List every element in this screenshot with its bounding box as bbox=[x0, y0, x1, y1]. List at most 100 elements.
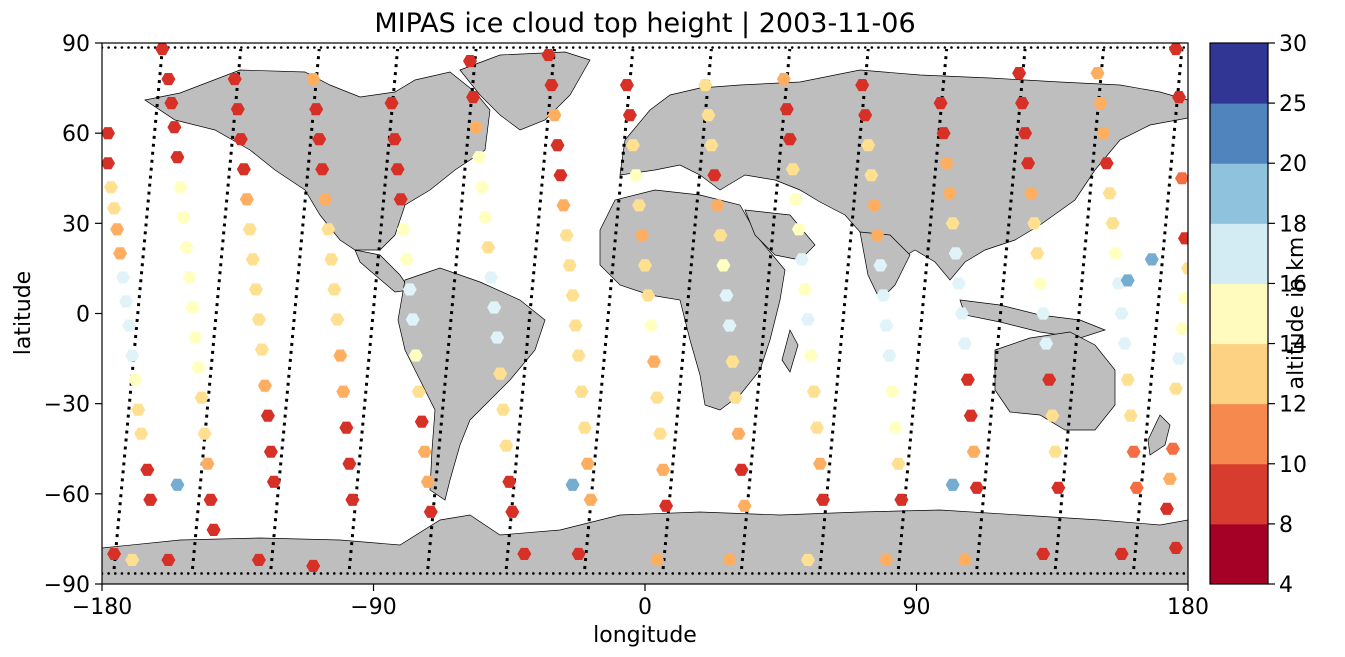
cloud-point bbox=[719, 289, 734, 302]
pole-dot bbox=[857, 572, 860, 575]
cloud-point bbox=[782, 133, 797, 146]
pole-dot bbox=[1089, 46, 1093, 49]
cloud-point bbox=[963, 409, 978, 422]
cloud-point bbox=[230, 103, 245, 116]
pole-dot bbox=[259, 572, 263, 575]
pole-dot bbox=[890, 572, 894, 575]
cloud-point bbox=[321, 223, 336, 236]
pole-dot bbox=[1096, 572, 1099, 575]
pole-dot bbox=[1175, 572, 1179, 575]
cloud-point bbox=[203, 493, 218, 506]
pole-dot bbox=[246, 46, 250, 49]
pole-dot bbox=[1102, 46, 1106, 49]
cloud-point bbox=[1165, 442, 1180, 455]
cloud-point bbox=[342, 457, 357, 470]
pole-dot bbox=[857, 46, 860, 49]
pole-dot bbox=[837, 572, 840, 575]
cloud-point bbox=[1178, 292, 1188, 305]
pole-dot bbox=[299, 572, 303, 575]
pole-dot bbox=[970, 46, 973, 49]
cloud-point bbox=[104, 181, 118, 194]
y-tick-label: −90 bbox=[44, 573, 90, 598]
cloud-point bbox=[110, 223, 125, 236]
cloud-point bbox=[1051, 481, 1066, 494]
pole-dot bbox=[485, 572, 489, 575]
cloud-point bbox=[957, 553, 972, 566]
pole-dot bbox=[439, 46, 442, 49]
pole-dot bbox=[465, 46, 469, 49]
cloud-point bbox=[816, 493, 830, 506]
colorbar-frame bbox=[1209, 42, 1269, 585]
x-axis-ticks: −180 −90 0 90 180 bbox=[72, 584, 1209, 620]
pole-dot bbox=[445, 572, 449, 575]
pole-dot bbox=[930, 572, 933, 575]
colorbar-bin bbox=[1210, 223, 1268, 284]
pole-dot bbox=[1102, 572, 1106, 575]
colorbar-bin bbox=[1210, 43, 1268, 104]
pole-dot bbox=[797, 572, 801, 575]
pole-dot bbox=[273, 572, 276, 575]
cloud-point bbox=[710, 199, 725, 212]
pole-dot bbox=[571, 46, 575, 49]
pole-dot bbox=[220, 46, 223, 49]
pole-dot bbox=[306, 572, 310, 575]
pole-dot bbox=[644, 572, 648, 575]
cloud-point bbox=[330, 313, 345, 326]
cloud-point bbox=[197, 427, 212, 440]
colorbar-tick-label: 25 bbox=[1279, 92, 1307, 117]
cloud-point bbox=[1045, 409, 1060, 422]
pole-dot bbox=[1016, 46, 1020, 49]
pole-dot bbox=[153, 572, 157, 575]
pole-dot bbox=[293, 46, 296, 49]
pole-dot bbox=[1069, 46, 1073, 49]
pole-dot bbox=[565, 46, 568, 49]
cloud-point bbox=[894, 493, 909, 506]
cloud-point bbox=[622, 109, 637, 122]
pole-dot bbox=[1049, 46, 1053, 49]
pole-dot bbox=[226, 572, 230, 575]
cloud-point bbox=[650, 391, 665, 404]
cloud-point bbox=[638, 259, 652, 272]
pole-dot bbox=[1182, 46, 1186, 49]
pole-dot bbox=[943, 572, 947, 575]
cloud-point bbox=[239, 193, 254, 206]
cloud-point bbox=[134, 427, 149, 440]
pole-dot bbox=[1182, 572, 1186, 575]
pole-dot bbox=[578, 572, 582, 575]
pole-dot bbox=[810, 572, 814, 575]
pole-dot bbox=[744, 46, 748, 49]
cloud-point bbox=[309, 103, 324, 116]
cloud-point bbox=[194, 391, 209, 404]
cloud-point bbox=[954, 307, 969, 320]
pole-dot bbox=[863, 46, 867, 49]
pole-dot bbox=[319, 46, 323, 49]
pole-dot bbox=[970, 572, 973, 575]
pole-dot bbox=[684, 46, 688, 49]
cloud-point bbox=[131, 403, 146, 416]
x-tick-label: 90 bbox=[903, 595, 931, 620]
colorbar-tick-label: 14 bbox=[1279, 333, 1307, 358]
cloud-point bbox=[245, 253, 260, 266]
pole-dot bbox=[784, 46, 787, 49]
pole-dot bbox=[870, 46, 874, 49]
pole-dot bbox=[1082, 46, 1086, 49]
cloud-point bbox=[478, 211, 493, 224]
cloud-point bbox=[1018, 127, 1033, 140]
colorbar-tick-label: 4 bbox=[1279, 573, 1293, 598]
pole-dot bbox=[1009, 572, 1013, 575]
pole-dot bbox=[877, 46, 880, 49]
pole-dot bbox=[704, 46, 708, 49]
pole-dot bbox=[990, 572, 993, 575]
pole-dot bbox=[306, 46, 310, 49]
cloud-point bbox=[179, 241, 194, 254]
pole-dot bbox=[173, 46, 177, 49]
cloud-point bbox=[650, 553, 665, 566]
cloud-point bbox=[242, 223, 257, 236]
cloud-point bbox=[1027, 217, 1042, 230]
pole-dot bbox=[605, 46, 608, 49]
cloud-point bbox=[176, 211, 191, 224]
pole-dot bbox=[1003, 46, 1006, 49]
pole-dot bbox=[744, 572, 748, 575]
pole-dot bbox=[120, 46, 124, 49]
pole-dot bbox=[452, 572, 456, 575]
